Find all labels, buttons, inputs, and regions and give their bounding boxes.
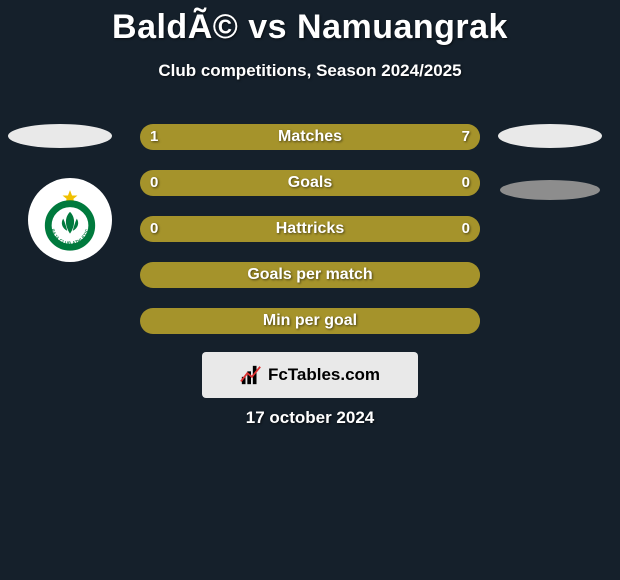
- crest-inner-leaves-icon: [62, 212, 78, 234]
- stat-bar-label: Min per goal: [140, 308, 480, 334]
- chart-bars-icon: [240, 364, 262, 386]
- stat-bar-value-right: 7: [462, 124, 470, 150]
- stat-bar-row: Goals per match: [140, 262, 480, 288]
- stat-bar-value-left: 0: [150, 170, 158, 196]
- crest-svg: RAJA CLUB ATHLETIC: [36, 186, 104, 254]
- stat-bar-value-right: 0: [462, 216, 470, 242]
- stat-bar-label: Hattricks: [140, 216, 480, 242]
- page-subtitle: Club competitions, Season 2024/2025: [0, 61, 620, 81]
- stat-bars: Matches17Goals00Hattricks00Goals per mat…: [140, 124, 480, 354]
- fctables-logo[interactable]: FcTables.com: [202, 352, 418, 398]
- player-left-badge-ellipse: [8, 124, 112, 148]
- stat-bar-row: Min per goal: [140, 308, 480, 334]
- stat-bar-row: Matches1 7: [140, 124, 480, 150]
- stat-bar-row: Goals0 0: [140, 170, 480, 196]
- stat-bar-label: Goals: [140, 170, 480, 196]
- page-title: BaldÃ© vs Namuangrak: [0, 0, 620, 47]
- player-right-badge-ellipse: [498, 124, 602, 148]
- infographic-date: 17 october 2024: [0, 408, 620, 428]
- stat-bar-value-left: 1: [150, 124, 158, 150]
- stat-bar-row: Hattricks0 0: [140, 216, 480, 242]
- stat-bar-value-right: 0: [462, 170, 470, 196]
- stat-bar-label: Matches: [140, 124, 480, 150]
- stat-bar-label: Goals per match: [140, 262, 480, 288]
- stat-bar-value-left: 0: [150, 216, 158, 242]
- player-right-secondary-ellipse: [500, 180, 600, 200]
- fctables-logo-text: FcTables.com: [268, 365, 380, 385]
- comparison-infographic: BaldÃ© vs Namuangrak Club competitions, …: [0, 0, 620, 580]
- club-crest-left: RAJA CLUB ATHLETIC: [28, 178, 112, 262]
